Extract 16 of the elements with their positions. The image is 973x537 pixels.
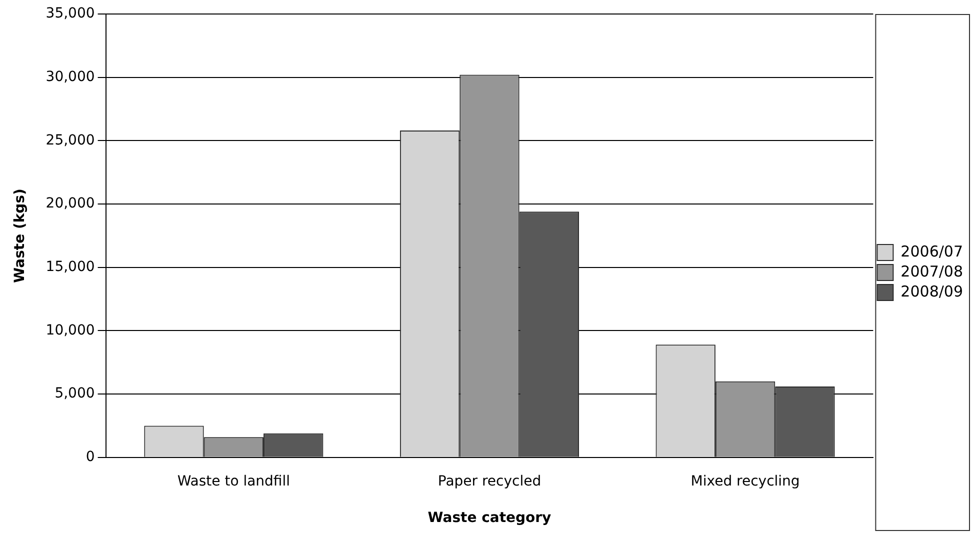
y-tick-label: 0 <box>86 449 95 466</box>
y-tick-label: 25,000 <box>46 132 95 148</box>
y-tick-label: 30,000 <box>46 68 95 85</box>
legend-label: 2006/07 <box>900 242 964 260</box>
legend-label: 2007/08 <box>900 262 964 280</box>
y-axis-title: Waste (kgs) <box>12 188 28 283</box>
y-tick-label: 15,000 <box>46 259 95 276</box>
x-tick-label: Mixed recycling <box>690 473 800 490</box>
x-axis-title: Waste category <box>428 510 552 526</box>
legend-label: 2008/09 <box>900 282 964 300</box>
y-tick-label: 35,000 <box>46 6 95 22</box>
y-tick-label: 5,000 <box>54 386 95 402</box>
x-tick-label: Paper recycled <box>438 473 542 490</box>
y-tick-label: 10,000 <box>46 322 95 338</box>
x-tick-label: Waste to landfill <box>177 473 290 490</box>
y-tick-label: 20,000 <box>46 196 95 212</box>
